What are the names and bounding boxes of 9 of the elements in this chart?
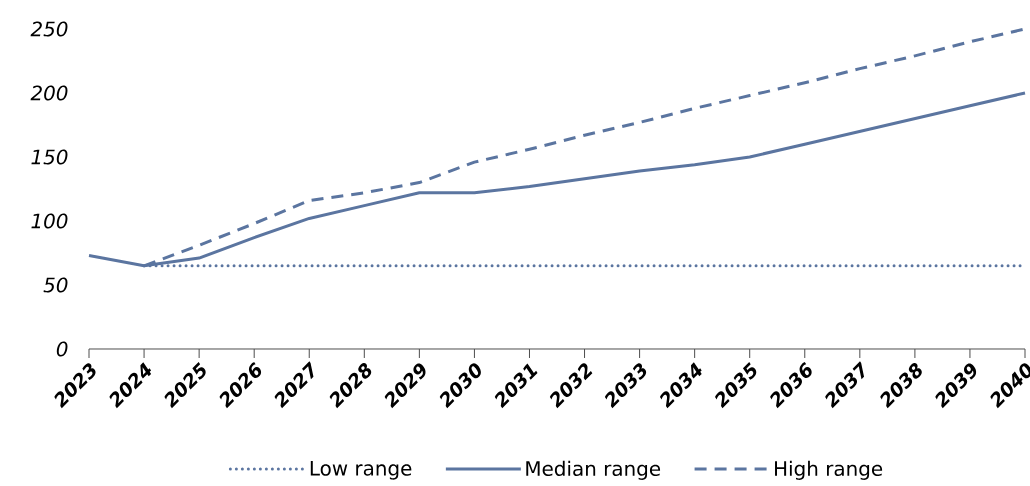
y-tick-label: 0 (56, 341, 68, 357)
legend-label: Median range (526, 460, 661, 480)
legend-label: High range (775, 460, 883, 480)
y-tick-label: 150 (31, 149, 68, 165)
y-tick-label: 50 (43, 277, 68, 293)
y-tick-label: 200 (30, 85, 68, 101)
y-tick-label: 100 (31, 213, 68, 229)
legend-label: Low range (310, 460, 412, 480)
y-tick-label: 250 (30, 21, 68, 37)
